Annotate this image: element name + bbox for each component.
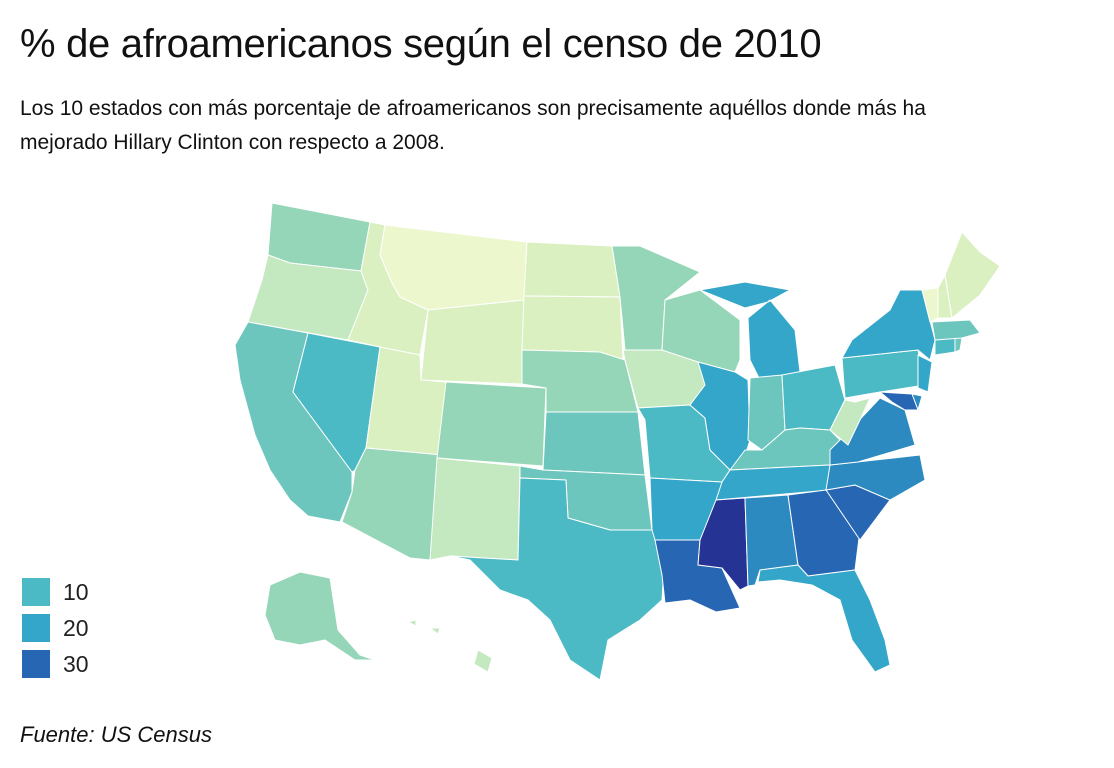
- state-fl[interactable]: [757, 564, 891, 673]
- state-nm[interactable]: [429, 457, 521, 561]
- state-ny[interactable]: [841, 289, 936, 361]
- state-ma[interactable]: [931, 319, 981, 341]
- state-nj[interactable]: [917, 354, 933, 393]
- legend-item: 30: [22, 646, 89, 682]
- state-me[interactable]: [944, 231, 1001, 319]
- state-wv[interactable]: [829, 397, 871, 446]
- source-note: Fuente: US Census: [20, 722, 212, 747]
- legend-swatch: [22, 650, 50, 678]
- state-ks[interactable]: [542, 411, 646, 476]
- state-hi[interactable]: [407, 619, 493, 673]
- legend-item: 20: [22, 610, 89, 646]
- state-pa[interactable]: [841, 349, 926, 399]
- state-ak[interactable]: [264, 571, 376, 661]
- state-ri[interactable]: [954, 337, 963, 353]
- state-md[interactable]: [879, 391, 919, 411]
- legend-label: 10: [63, 578, 89, 605]
- legend-label: 20: [63, 614, 89, 641]
- legend: 10 20 30: [22, 574, 89, 682]
- map-subtitle: Los 10 estados con más porcentaje de afr…: [20, 97, 926, 154]
- state-mt[interactable]: [379, 224, 528, 311]
- state-tx[interactable]: [449, 477, 666, 681]
- state-nc[interactable]: [825, 454, 926, 501]
- state-nd[interactable]: [523, 241, 621, 298]
- legend-swatch: [22, 578, 50, 606]
- legend-item: 10: [22, 574, 89, 610]
- legend-swatch: [22, 614, 50, 642]
- map-title: % de afroamericanos según el censo de 20…: [20, 22, 822, 66]
- state-co[interactable]: [436, 381, 547, 467]
- legend-label: 30: [63, 650, 89, 677]
- state-ct[interactable]: [934, 337, 956, 356]
- state-wi[interactable]: [661, 289, 741, 373]
- state-il[interactable]: [689, 361, 751, 479]
- state-wy[interactable]: [420, 299, 525, 385]
